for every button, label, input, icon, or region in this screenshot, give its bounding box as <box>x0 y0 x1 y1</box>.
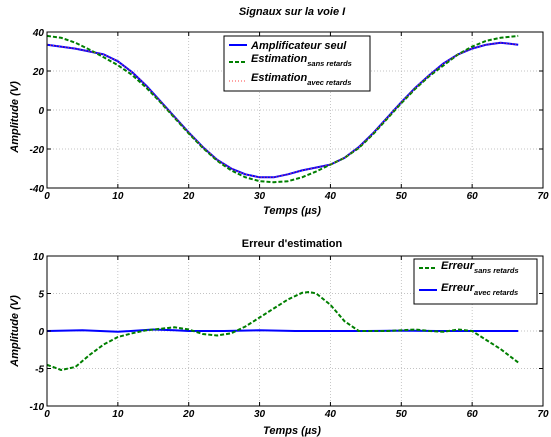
legend-label-estimation-2: Estimationavec retards <box>251 72 351 87</box>
legend-box <box>413 258 538 305</box>
legend-main-text: Estimation <box>251 72 308 84</box>
y-tick-label: 40 <box>32 28 45 39</box>
y-tick-label: 10 <box>33 252 45 263</box>
legend-sub-text: avec retards <box>307 78 351 87</box>
signal-chart: Signaux sur la voie I 0 10 20 30 40 50 60 70 40 2… <box>9 6 549 217</box>
y-tick-label: 20 <box>32 67 45 78</box>
x-tick-label: 30 <box>254 191 266 202</box>
y-tick-label: -20 <box>30 145 45 156</box>
signal-chart-plot <box>46 34 519 184</box>
series-line-erreur-sans-retards <box>46 291 519 371</box>
signal-chart-ticks: 0 10 20 30 40 50 60 70 40 20 0 -20 -40 <box>30 28 549 202</box>
legend-main-text: Erreur <box>441 260 475 272</box>
y-tick-label: -10 <box>30 402 45 413</box>
y-tick-label: -40 <box>30 184 45 195</box>
legend-label-erreur-1: Erreursans retards <box>441 260 519 275</box>
signal-chart-legend: Amplificateur seul Estimationsans retard… <box>223 35 371 92</box>
x-tick-label: 40 <box>324 409 337 420</box>
x-tick-label: 60 <box>467 409 479 420</box>
x-tick-label: 20 <box>182 191 195 202</box>
x-tick-label: 20 <box>182 409 195 420</box>
y-tick-label: 0 <box>38 327 44 338</box>
signal-chart-ylabel: Amplitude (V) <box>9 81 21 154</box>
x-tick-label: 60 <box>467 191 479 202</box>
y-tick-label: -5 <box>35 365 44 376</box>
error-chart: Erreur d'estimation 0 10 20 30 40 50 60 701050-… <box>9 238 549 437</box>
error-chart-plot <box>46 291 519 371</box>
error-chart-xlabel: Temps (µs) <box>263 425 321 437</box>
legend-sub-text: avec retards <box>474 288 518 297</box>
legend-sub-text: sans retards <box>307 59 352 68</box>
x-tick-label: 50 <box>396 191 408 202</box>
x-tick-label: 0 <box>44 409 50 420</box>
legend-sub-text: sans retards <box>474 266 519 275</box>
x-tick-label: 10 <box>112 191 124 202</box>
legend-label-estimation-1: Estimationsans retards <box>251 53 352 68</box>
x-tick-label: 70 <box>537 409 549 420</box>
legend-main-text: Estimation <box>251 53 308 65</box>
y-tick-label: 0 <box>38 106 44 117</box>
x-tick-label: 30 <box>254 409 266 420</box>
error-chart-legend: Erreursans retards Erreuravec retards <box>413 258 538 305</box>
x-tick-label: 10 <box>112 409 124 420</box>
y-tick-label: 5 <box>38 290 44 301</box>
legend-label-amplificateur: Amplificateur seul <box>250 40 347 52</box>
signal-chart-grid <box>47 32 543 188</box>
x-tick-label: 50 <box>396 409 408 420</box>
legend-box <box>223 35 371 92</box>
series-line-estimation-sans-retards <box>46 34 519 184</box>
error-chart-title: Erreur d'estimation <box>242 238 343 250</box>
series-line-estimation-avec-retards <box>46 42 519 178</box>
x-tick-label: 70 <box>537 191 549 202</box>
legend-main-text: Erreur <box>441 282 475 294</box>
signal-chart-title: Signaux sur la voie I <box>239 6 346 18</box>
x-tick-label: 40 <box>324 191 337 202</box>
x-tick-label: 0 <box>44 191 50 202</box>
signal-chart-xlabel: Temps (µs) <box>263 205 321 217</box>
legend-label-erreur-2: Erreuravec retards <box>441 282 518 297</box>
error-chart-ylabel: Amplitude (V) <box>9 295 21 368</box>
